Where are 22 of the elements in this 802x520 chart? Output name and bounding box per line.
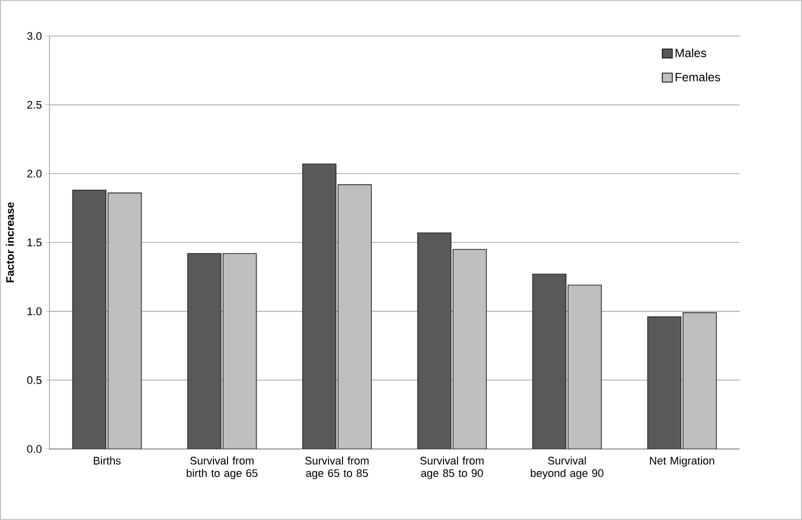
bar — [302, 164, 336, 449]
x-tick-label: Net Migration — [650, 456, 714, 467]
y-axis-title: Factor increase — [6, 202, 14, 282]
bar — [532, 274, 566, 449]
y-tick-label: 1.5 — [28, 238, 42, 246]
x-tick-label: Survival from age 85 to 90 — [420, 456, 484, 480]
legend-label: Females — [676, 72, 720, 82]
y-tick-label: 1.0 — [28, 307, 42, 316]
bar — [647, 316, 682, 449]
y-tick-label: 2.5 — [27, 100, 42, 109]
x-tick-label: Survival from birth to age 65 — [186, 456, 258, 480]
y-tick-label: 0.0 — [27, 445, 42, 453]
x-tick-label: Survival from age 65 to 85 — [305, 456, 369, 480]
bar — [417, 232, 452, 449]
y-tick-label: 2.0 — [27, 170, 42, 178]
legend-label: Males — [676, 48, 706, 58]
y-tick-label: 0.5 — [27, 376, 42, 384]
x-tick-label: Births — [94, 456, 121, 465]
bar — [187, 253, 222, 449]
y-tick-label: 3.0 — [27, 32, 42, 40]
x-tick-label: Survival beyond age 90 — [530, 456, 604, 480]
bar — [72, 190, 106, 449]
